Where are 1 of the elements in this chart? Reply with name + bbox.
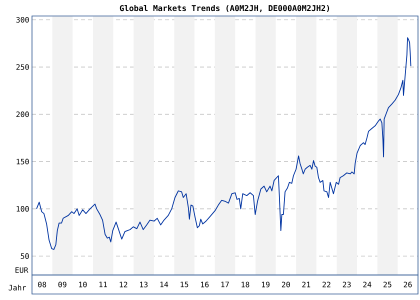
line-series: [36, 37, 412, 250]
